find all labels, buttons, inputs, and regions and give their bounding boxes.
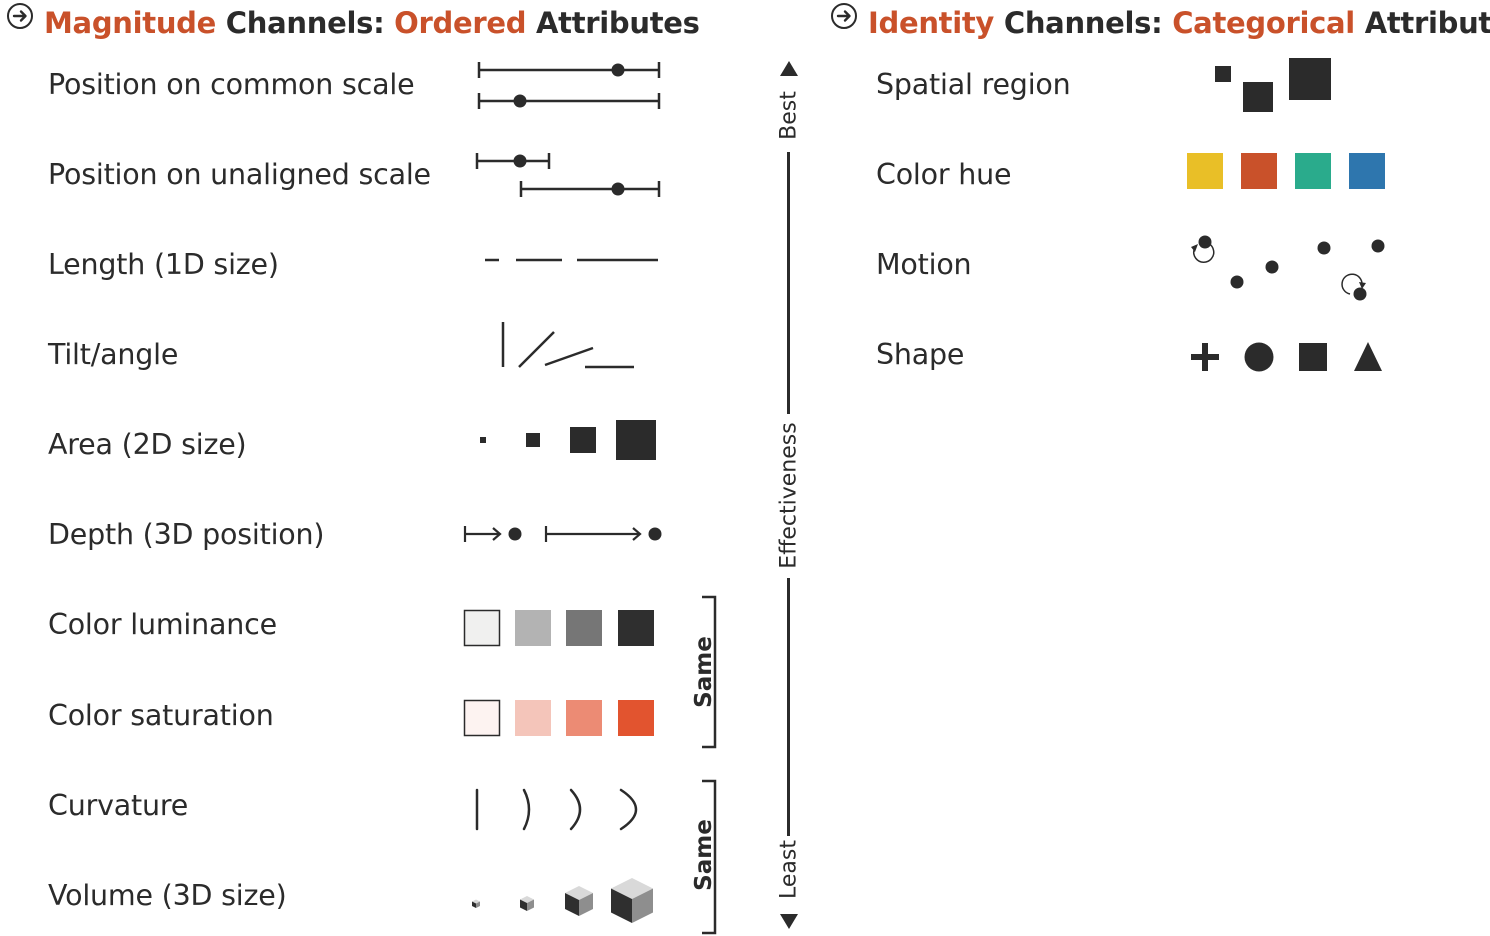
axis-line-lower xyxy=(787,578,790,836)
row-label-length: Length (1D size) xyxy=(48,248,279,281)
motion-glyph xyxy=(1191,235,1385,301)
color-saturation-glyph xyxy=(463,699,654,737)
attributes-word: Attributes xyxy=(526,6,700,40)
attributes-word: Attributes xyxy=(1364,6,1490,40)
position-unaligned-scale-glyph xyxy=(475,153,661,197)
circle-arrow-right-icon xyxy=(831,3,857,29)
channels-word: Channels: xyxy=(994,6,1173,40)
channels-word: Channels: xyxy=(216,6,395,40)
row-label-shape: Shape xyxy=(876,338,965,371)
axis-label-best: Best xyxy=(776,91,802,140)
ordered-word: Ordered xyxy=(394,6,527,40)
color-luminance-glyph xyxy=(463,609,654,647)
area-glyph xyxy=(480,420,656,460)
row-label-color-luminance: Color luminance xyxy=(48,608,277,641)
row-label-area: Area (2D size) xyxy=(48,428,247,461)
same-label-2: Same xyxy=(691,819,717,891)
axis-line-upper xyxy=(787,152,790,414)
depth-glyph xyxy=(463,526,662,542)
up-arrow-icon xyxy=(780,61,798,76)
circle-arrow-right-icon xyxy=(7,3,33,29)
row-label-volume: Volume (3D size) xyxy=(48,879,287,912)
row-label-tilt: Tilt/angle xyxy=(48,338,179,371)
categorical-word: Categorical xyxy=(1172,6,1355,40)
same-label-1: Same xyxy=(691,636,717,708)
row-label-color-saturation: Color saturation xyxy=(48,699,274,732)
magnitude-word: Magnitude xyxy=(44,6,217,40)
same-bracket-1 xyxy=(702,595,717,749)
row-label-position-unaligned: Position on unaligned scale xyxy=(48,158,431,191)
row-label-depth: Depth (3D position) xyxy=(48,518,325,551)
volume-glyph xyxy=(472,878,653,923)
curvature-glyph xyxy=(475,788,638,831)
spatial-region-glyph xyxy=(1215,58,1331,112)
axis-label-effectiveness: Effectiveness xyxy=(776,422,802,569)
row-label-color-hue: Color hue xyxy=(876,158,1012,191)
magnitude-title: Magnitude Channels: Ordered Attributes xyxy=(6,2,700,40)
axis-label-least: Least xyxy=(776,840,802,899)
row-label-position-common: Position on common scale xyxy=(48,68,415,101)
row-label-motion: Motion xyxy=(876,248,972,281)
row-label-curvature: Curvature xyxy=(48,789,189,822)
identity-word: Identity xyxy=(868,6,995,40)
tilt-angle-glyph xyxy=(501,322,634,369)
color-hue-glyph xyxy=(1187,153,1385,189)
length-glyph xyxy=(485,258,658,262)
position-common-scale-glyph xyxy=(477,62,661,109)
down-arrow-icon xyxy=(780,914,798,929)
shape-glyph xyxy=(1191,342,1382,372)
identity-title: Identity Channels: Categorical Attribute… xyxy=(830,2,1490,40)
same-bracket-2 xyxy=(702,779,717,935)
row-label-spatial-region: Spatial region xyxy=(876,68,1071,101)
